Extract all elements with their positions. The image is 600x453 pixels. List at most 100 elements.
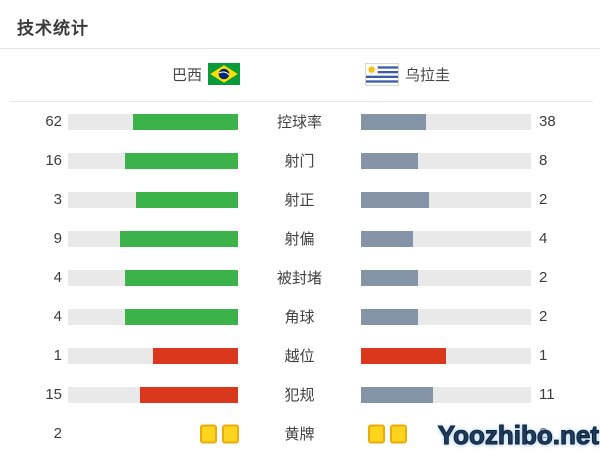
away-bar-track xyxy=(361,308,531,325)
home-bar-track xyxy=(68,191,238,208)
home-value: 9 xyxy=(53,230,62,247)
away-bar-track xyxy=(361,113,531,130)
stat-label: 射正 xyxy=(284,192,315,209)
home-bar-fill xyxy=(136,191,238,208)
away-bar-fill xyxy=(361,386,433,403)
stat-label: 射门 xyxy=(284,153,315,170)
home-bar-fill xyxy=(139,386,238,403)
home-bar xyxy=(62,113,238,130)
away-cards xyxy=(368,424,407,443)
home-bar-track xyxy=(68,347,238,364)
home-bar xyxy=(62,347,238,364)
home-team-header: 巴西 xyxy=(172,61,240,87)
yellow-card-icon xyxy=(222,424,239,443)
home-bar-track xyxy=(68,269,238,286)
away-value: 2 xyxy=(539,308,548,325)
away-value: 38 xyxy=(539,113,556,130)
away-value: 2 xyxy=(539,191,548,208)
stat-label: 越位 xyxy=(284,348,315,365)
stat-row: 62 控球率 38 xyxy=(0,102,600,141)
stat-row: 15 犯规 11 xyxy=(0,375,600,414)
home-bar-track xyxy=(68,152,238,169)
away-bar-fill xyxy=(361,269,418,286)
stat-label: 被封堵 xyxy=(276,270,322,287)
away-bar-track xyxy=(361,230,531,247)
home-bar-track xyxy=(68,230,238,247)
home-value: 1 xyxy=(53,347,62,364)
yellow-card-icon xyxy=(368,424,385,443)
home-value: 62 xyxy=(45,113,62,130)
home-bar-fill xyxy=(124,308,238,325)
away-team-header: 乌拉圭 xyxy=(365,61,450,87)
stat-row: 4 被封堵 2 xyxy=(0,258,600,297)
header-divider xyxy=(10,101,593,102)
stat-label: 射偏 xyxy=(284,231,315,248)
home-bar-track xyxy=(68,386,238,403)
home-bar xyxy=(62,191,238,208)
away-bar xyxy=(361,347,537,364)
away-bar-track xyxy=(361,191,531,208)
away-bar-fill xyxy=(361,347,446,364)
team-header: 巴西 乌 xyxy=(0,61,600,87)
yellow-card-icon xyxy=(390,424,407,443)
home-bar xyxy=(62,308,238,325)
away-bar xyxy=(361,113,537,130)
stat-label: 控球率 xyxy=(276,114,322,131)
away-bar xyxy=(361,386,537,403)
stat-row: 3 射正 2 xyxy=(0,180,600,219)
stat-row: 16 射门 8 xyxy=(0,141,600,180)
away-bar-fill xyxy=(361,152,418,169)
home-bar-fill xyxy=(124,152,238,169)
home-bar-track xyxy=(68,308,238,325)
home-bar xyxy=(62,386,238,403)
away-team-name: 乌拉圭 xyxy=(405,66,451,84)
home-value: 3 xyxy=(53,191,62,208)
watermark: Yoozhibo.net xyxy=(437,420,599,451)
stat-label: 角球 xyxy=(284,309,315,326)
page-title: 技术统计 xyxy=(17,19,89,38)
away-bar-fill xyxy=(361,308,418,325)
home-value: 16 xyxy=(45,152,62,169)
away-value: 1 xyxy=(539,347,548,364)
stats-rows: 62 控球率 38 16 xyxy=(0,102,600,453)
away-bar-track xyxy=(361,386,531,403)
home-bar-fill xyxy=(120,230,238,247)
away-bar-fill xyxy=(361,113,426,130)
home-bar-fill xyxy=(153,347,238,364)
stat-label: 黄牌 xyxy=(284,426,315,443)
away-bar-fill xyxy=(361,230,414,247)
home-bar xyxy=(62,152,238,169)
yellow-card-icon xyxy=(200,424,217,443)
away-value: 4 xyxy=(539,230,548,247)
stat-row: 9 射偏 4 xyxy=(0,219,600,258)
away-bar xyxy=(361,269,537,286)
away-bar-track xyxy=(361,152,531,169)
home-cards xyxy=(200,424,239,443)
home-value: 4 xyxy=(53,269,62,286)
home-value: 2 xyxy=(53,425,62,442)
stat-row: 1 越位 1 xyxy=(0,336,600,375)
stat-label: 犯规 xyxy=(284,387,315,404)
away-bar-fill xyxy=(361,191,429,208)
stat-row: 2 黄牌 2 xyxy=(0,414,600,453)
away-bar-track xyxy=(361,269,531,286)
stat-row: 4 角球 2 xyxy=(0,297,600,336)
home-bar-fill xyxy=(132,113,238,130)
home-team-name: 巴西 xyxy=(171,66,202,84)
home-value: 15 xyxy=(45,386,62,403)
title-divider xyxy=(0,48,600,49)
away-value: 8 xyxy=(539,152,548,169)
away-bar xyxy=(361,191,537,208)
away-value: 2 xyxy=(539,425,548,442)
uruguay-flag-icon xyxy=(365,62,399,86)
away-bar-track xyxy=(361,347,531,364)
away-value: 11 xyxy=(539,386,555,403)
brazil-flag-icon xyxy=(208,63,240,85)
away-bar xyxy=(361,308,537,325)
home-bar xyxy=(62,269,238,286)
away-bar xyxy=(361,152,537,169)
home-bar-track xyxy=(68,113,238,130)
away-bar xyxy=(361,230,537,247)
home-bar-fill xyxy=(124,269,238,286)
